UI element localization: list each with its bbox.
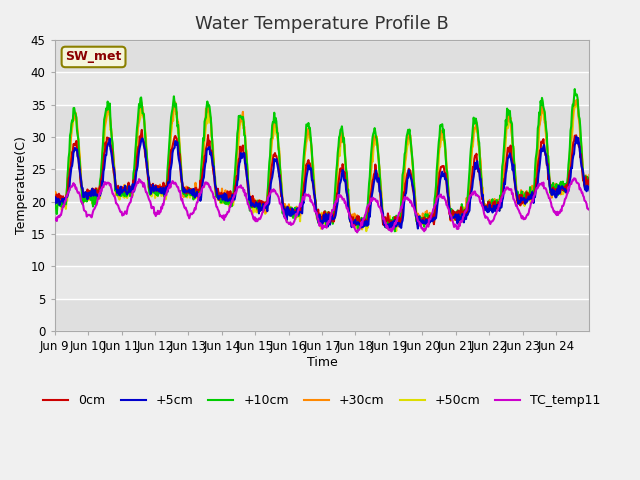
0cm xyxy=(586,176,593,181)
+30cm xyxy=(51,192,58,198)
+30cm xyxy=(573,96,581,102)
+5cm xyxy=(259,207,266,213)
Bar xyxy=(54,266,589,299)
+5cm xyxy=(113,190,121,196)
Line: +50cm: +50cm xyxy=(54,102,589,231)
Line: TC_temp11: TC_temp11 xyxy=(54,179,589,232)
0cm xyxy=(408,182,416,188)
+50cm xyxy=(408,149,415,155)
Bar xyxy=(54,40,589,72)
+5cm xyxy=(408,177,415,183)
+30cm xyxy=(586,172,593,178)
TC_temp11 xyxy=(586,206,593,212)
+50cm xyxy=(378,191,385,196)
TC_temp11 xyxy=(378,210,385,216)
0cm xyxy=(113,185,121,191)
+5cm xyxy=(51,201,58,206)
+5cm xyxy=(586,188,593,193)
+30cm xyxy=(408,148,415,154)
+30cm xyxy=(378,202,385,208)
Bar xyxy=(54,299,589,331)
+50cm xyxy=(362,228,370,234)
TC_temp11 xyxy=(238,185,246,191)
Line: +10cm: +10cm xyxy=(54,89,589,231)
Line: +5cm: +5cm xyxy=(54,137,589,230)
+50cm xyxy=(212,189,220,195)
0cm xyxy=(51,194,58,200)
0cm xyxy=(359,223,367,229)
+10cm xyxy=(51,201,58,206)
+10cm xyxy=(113,192,121,198)
+50cm xyxy=(259,205,266,211)
TC_temp11 xyxy=(570,176,578,181)
+50cm xyxy=(573,99,580,105)
+30cm xyxy=(238,115,246,120)
TC_temp11 xyxy=(51,216,58,222)
+30cm xyxy=(358,226,365,231)
+30cm xyxy=(113,188,121,194)
Line: +30cm: +30cm xyxy=(54,99,589,228)
+30cm xyxy=(212,187,220,193)
Y-axis label: Temperature(C): Temperature(C) xyxy=(15,136,28,234)
+10cm xyxy=(238,116,246,122)
+10cm xyxy=(408,149,415,155)
0cm xyxy=(239,143,247,148)
0cm xyxy=(378,212,386,217)
0cm xyxy=(259,199,267,205)
+5cm xyxy=(212,184,220,190)
TC_temp11 xyxy=(259,209,266,215)
Bar xyxy=(54,105,589,137)
+5cm xyxy=(238,155,246,161)
+30cm xyxy=(259,204,266,209)
Text: SW_met: SW_met xyxy=(65,50,122,63)
+50cm xyxy=(586,182,593,188)
0cm xyxy=(138,127,146,133)
X-axis label: Time: Time xyxy=(307,356,337,369)
TC_temp11 xyxy=(353,229,361,235)
Bar xyxy=(54,72,589,105)
TC_temp11 xyxy=(408,200,415,206)
0cm xyxy=(212,190,220,196)
+50cm xyxy=(51,202,58,207)
+50cm xyxy=(113,192,121,198)
Bar xyxy=(54,202,589,234)
+5cm xyxy=(388,227,396,233)
Legend: 0cm, +5cm, +10cm, +30cm, +50cm, TC_temp11: 0cm, +5cm, +10cm, +30cm, +50cm, TC_temp1… xyxy=(38,389,605,412)
Bar xyxy=(54,137,589,169)
Bar xyxy=(54,234,589,266)
+10cm xyxy=(391,228,399,234)
Title: Water Temperature Profile B: Water Temperature Profile B xyxy=(195,15,449,33)
+10cm xyxy=(212,192,220,197)
+10cm xyxy=(377,194,385,200)
+5cm xyxy=(377,193,385,199)
+10cm xyxy=(259,205,266,211)
TC_temp11 xyxy=(113,202,121,208)
Line: 0cm: 0cm xyxy=(54,130,589,226)
+10cm xyxy=(571,86,579,92)
+10cm xyxy=(586,176,593,182)
+5cm xyxy=(572,134,580,140)
TC_temp11 xyxy=(212,201,220,206)
Bar xyxy=(54,169,589,202)
+50cm xyxy=(238,118,246,123)
